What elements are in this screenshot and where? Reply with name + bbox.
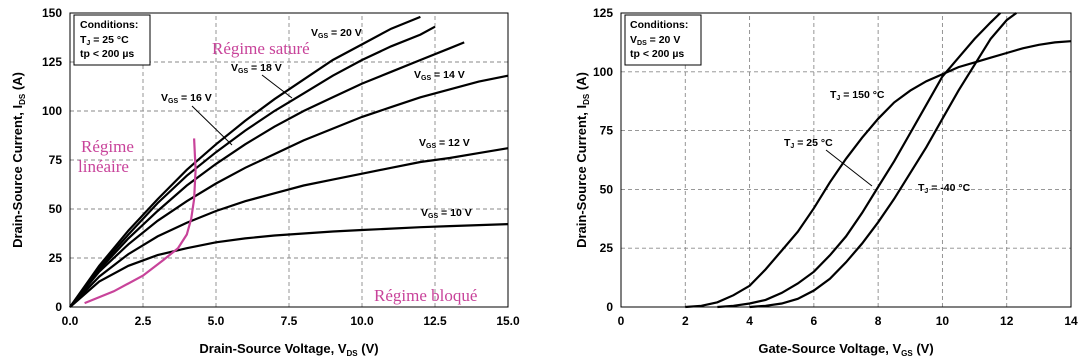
x-tick-label: 7.5 xyxy=(281,314,298,328)
transfer-characteristics-chart: 0 25 50 75 100 125 0 2 4 6 8 10 12 14 Conditions: VD… xyxy=(574,6,1078,358)
x-tick-label: 8 xyxy=(875,314,882,328)
x-tick-labels: 0.0 2.5 5.0 7.5 10.0 12.5 15.0 xyxy=(62,314,520,328)
y-tick-label: 25 xyxy=(49,251,63,265)
conditions-box: Conditions: TJ = 25 °C tp < 200 µs xyxy=(73,14,151,66)
x-tick-label: 12 xyxy=(1000,314,1014,328)
series-line-4 xyxy=(69,147,509,308)
series-line-0 xyxy=(69,15,421,308)
x-tick-label: 6 xyxy=(811,314,818,328)
y-tick-label: 0 xyxy=(55,300,62,314)
y-tick-label: 0 xyxy=(606,300,613,314)
series-line-2 xyxy=(69,41,465,308)
grid xyxy=(621,13,1071,307)
conditions-frame xyxy=(73,14,151,66)
x-tick-label: 14 xyxy=(1064,314,1078,328)
region-label-blocked: Régime bloqué xyxy=(374,286,477,305)
y-tick-label: 150 xyxy=(42,6,62,20)
series-label-tj-25: TJ = 25 °C xyxy=(784,137,833,150)
x-tick-label: 2 xyxy=(682,314,689,328)
linear-saturation-boundary xyxy=(84,138,197,305)
x-tick-label: 2.5 xyxy=(135,314,152,328)
conditions-title: Conditions: xyxy=(80,19,138,31)
y-tick-label: 75 xyxy=(600,124,614,138)
conditions-line2: tp < 200 µs xyxy=(630,48,684,60)
series-label-vgs-14: VGS = 14 V xyxy=(414,69,465,82)
conditions-frame xyxy=(624,14,702,66)
region-label-linear-1: Régime xyxy=(81,137,134,156)
leader-vgs-16 xyxy=(191,105,233,146)
series-line-1 xyxy=(717,12,1002,309)
plot-frame xyxy=(620,12,1072,308)
y-tick-label: 75 xyxy=(49,153,63,167)
series-group xyxy=(685,12,1072,309)
y-tick-label: 50 xyxy=(49,202,63,216)
y-tick-label: 100 xyxy=(42,104,62,118)
conditions-title: Conditions: xyxy=(630,19,688,31)
leader-tj-25 xyxy=(825,149,873,187)
y-tick-label: 125 xyxy=(42,55,62,69)
y-tick-label: 25 xyxy=(600,241,614,255)
series-line-1 xyxy=(69,25,436,308)
x-tick-labels: 0 2 4 6 8 10 12 14 xyxy=(618,314,1078,328)
x-tick-label: 10 xyxy=(936,314,950,328)
conditions-line1: TJ = 25 °C xyxy=(80,34,129,47)
output-characteristics-chart: 0 25 50 75 100 125 150 0.0 2.5 5.0 7.5 10.0 12.5 15.… xyxy=(10,6,520,358)
y-tick-label: 50 xyxy=(600,182,614,196)
series-label-vgs-10: VGS = 10 V xyxy=(421,207,472,220)
x-tick-label: 10.0 xyxy=(350,314,374,328)
conditions-line1: VDS = 20 V xyxy=(630,34,680,47)
series-label-tj-minus-40: TJ = -40 °C xyxy=(918,182,971,195)
conditions-box: Conditions: VDS = 20 V tp < 200 µs xyxy=(624,14,702,66)
x-axis-title: Drain-Source Voltage, VDS (V) xyxy=(199,341,378,358)
y-axis-title: Drain-Source Current, IDS (A) xyxy=(10,72,27,248)
series-line-3 xyxy=(69,74,509,308)
series-label-vgs-20: VGS = 20 V xyxy=(311,27,362,40)
series-label-vgs-18: VGS = 18 V xyxy=(231,62,282,75)
series-line-5 xyxy=(69,223,509,308)
region-label-saturated: Régime saturé xyxy=(212,39,310,58)
series-label-vgs-12: VGS = 12 V xyxy=(419,137,470,150)
x-tick-label: 5.0 xyxy=(208,314,225,328)
y-tick-label: 100 xyxy=(593,65,613,79)
conditions-line2: tp < 200 µs xyxy=(80,48,134,60)
y-axis-title: Drain-Source Current, IDS (A) xyxy=(574,72,591,248)
x-tick-label: 12.5 xyxy=(423,314,447,328)
series-line-2 xyxy=(749,12,1018,309)
x-tick-label: 0 xyxy=(618,314,625,328)
x-tick-label: 0.0 xyxy=(62,314,79,328)
y-tick-labels: 0 25 50 75 100 125 150 xyxy=(42,6,62,314)
x-axis-title: Gate-Source Voltage, VGS (V) xyxy=(758,341,933,358)
x-tick-label: 15.0 xyxy=(496,314,520,328)
leader-vgs-18 xyxy=(261,74,293,99)
series-label-vgs-16: VGS = 16 V xyxy=(161,92,212,105)
y-tick-labels: 0 25 50 75 100 125 xyxy=(593,6,613,314)
x-tick-label: 4 xyxy=(746,314,753,328)
y-tick-label: 125 xyxy=(593,6,613,20)
series-label-tj-150: TJ = 150 °C xyxy=(830,89,885,102)
plot-frame xyxy=(69,12,509,308)
series-group xyxy=(69,15,509,308)
series-line-0 xyxy=(685,40,1072,309)
region-label-linear-2: linéaire xyxy=(78,157,129,176)
